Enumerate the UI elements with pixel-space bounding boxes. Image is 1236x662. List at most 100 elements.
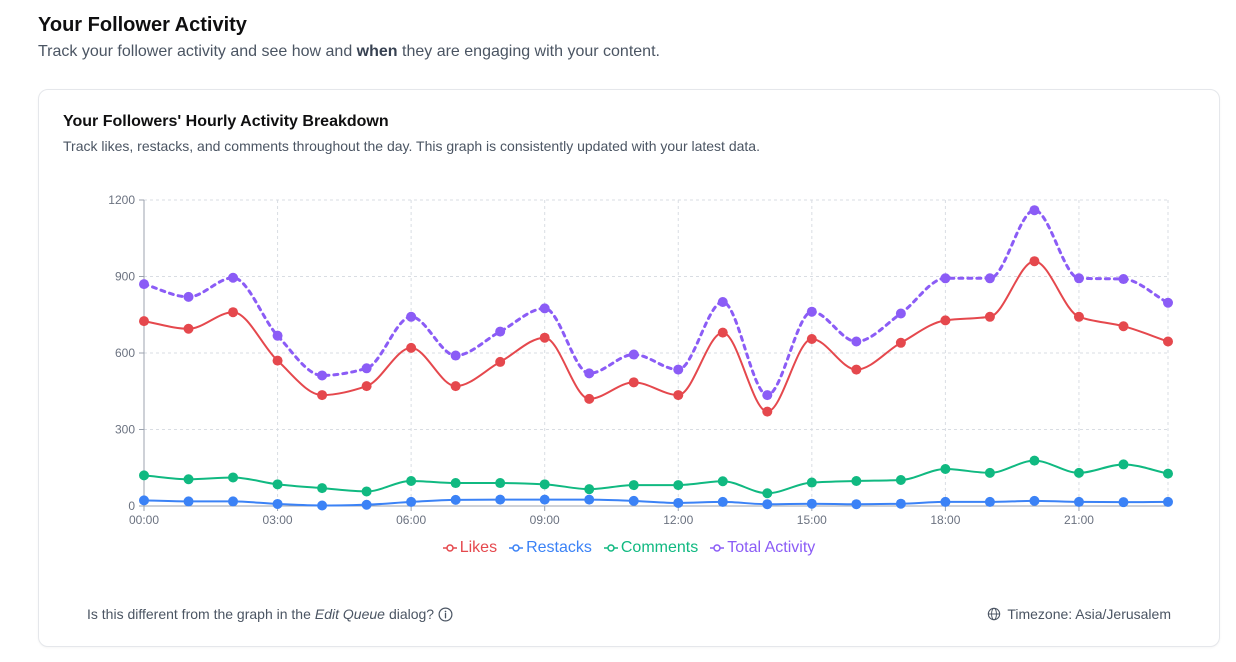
data-point-restacks[interactable]	[228, 496, 239, 507]
data-point-likes[interactable]	[1029, 256, 1040, 267]
data-point-likes[interactable]	[1118, 321, 1129, 332]
data-point-restacks[interactable]	[361, 499, 372, 510]
data-point-total-activity[interactable]	[272, 330, 283, 341]
data-point-restacks[interactable]	[984, 496, 995, 507]
data-point-likes[interactable]	[361, 381, 372, 392]
data-point-restacks[interactable]	[895, 498, 906, 509]
data-point-comments[interactable]	[984, 467, 995, 478]
data-point-likes[interactable]	[806, 333, 817, 344]
data-point-comments[interactable]	[450, 478, 461, 489]
data-point-restacks[interactable]	[183, 496, 194, 507]
data-point-comments[interactable]	[1163, 468, 1173, 479]
data-point-restacks[interactable]	[1029, 495, 1040, 506]
data-point-comments[interactable]	[1118, 459, 1129, 470]
data-point-restacks[interactable]	[717, 496, 728, 507]
legend-item-restacks[interactable]: Restacks	[509, 539, 592, 557]
data-point-total-activity[interactable]	[450, 350, 461, 361]
data-point-restacks[interactable]	[1163, 496, 1173, 507]
data-point-total-activity[interactable]	[406, 311, 417, 322]
data-point-comments[interactable]	[495, 478, 506, 489]
data-point-restacks[interactable]	[584, 494, 595, 505]
data-point-comments[interactable]	[940, 464, 951, 475]
data-point-likes[interactable]	[183, 323, 194, 334]
data-point-comments[interactable]	[584, 484, 595, 495]
data-point-comments[interactable]	[895, 474, 906, 485]
data-point-comments[interactable]	[851, 476, 862, 487]
data-point-restacks[interactable]	[495, 494, 506, 505]
data-point-likes[interactable]	[584, 393, 595, 404]
data-point-restacks[interactable]	[1118, 497, 1129, 508]
data-point-likes[interactable]	[1073, 311, 1084, 322]
data-point-comments[interactable]	[406, 476, 417, 487]
data-point-total-activity[interactable]	[539, 303, 550, 314]
data-point-restacks[interactable]	[139, 495, 149, 506]
data-point-total-activity[interactable]	[584, 368, 595, 379]
data-point-total-activity[interactable]	[628, 349, 639, 360]
data-point-restacks[interactable]	[806, 498, 817, 509]
data-point-comments[interactable]	[228, 472, 239, 483]
data-point-comments[interactable]	[717, 476, 728, 487]
data-point-likes[interactable]	[628, 377, 639, 388]
data-point-likes[interactable]	[673, 390, 684, 401]
data-point-total-activity[interactable]	[183, 291, 194, 302]
data-point-likes[interactable]	[539, 332, 550, 343]
data-point-comments[interactable]	[272, 479, 283, 490]
data-point-restacks[interactable]	[1073, 496, 1084, 507]
data-point-comments[interactable]	[539, 479, 550, 490]
data-point-total-activity[interactable]	[717, 297, 728, 307]
data-point-restacks[interactable]	[317, 500, 328, 511]
data-point-total-activity[interactable]	[228, 272, 239, 283]
data-point-total-activity[interactable]	[940, 273, 951, 284]
data-point-comments[interactable]	[1029, 455, 1040, 466]
data-point-restacks[interactable]	[450, 494, 461, 505]
data-point-total-activity[interactable]	[317, 370, 328, 381]
data-point-total-activity[interactable]	[762, 390, 773, 401]
data-point-comments[interactable]	[806, 477, 817, 488]
data-point-comments[interactable]	[673, 480, 684, 491]
legend-item-total-activity[interactable]: Total Activity	[710, 539, 815, 557]
data-point-comments[interactable]	[183, 474, 194, 485]
data-point-restacks[interactable]	[406, 496, 417, 507]
data-point-likes[interactable]	[1163, 336, 1173, 347]
data-point-likes[interactable]	[228, 307, 239, 318]
data-point-total-activity[interactable]	[139, 279, 149, 290]
legend-item-likes[interactable]: Likes	[442, 539, 497, 557]
data-point-restacks[interactable]	[272, 498, 283, 509]
data-point-restacks[interactable]	[940, 496, 951, 507]
data-point-comments[interactable]	[1073, 467, 1084, 478]
data-point-total-activity[interactable]	[1073, 273, 1084, 284]
data-point-likes[interactable]	[495, 356, 506, 367]
data-point-total-activity[interactable]	[495, 326, 506, 337]
legend-item-comments[interactable]: Comments	[603, 539, 698, 557]
hourly-activity-chart[interactable]: 0 300 600 900 1200 00:00 03:00 06:00 09:00 12:00 1…	[39, 90, 1219, 560]
data-point-total-activity[interactable]	[673, 364, 684, 375]
data-point-comments[interactable]	[762, 488, 773, 499]
data-point-total-activity[interactable]	[984, 273, 995, 284]
data-point-total-activity[interactable]	[361, 363, 372, 374]
data-point-likes[interactable]	[406, 342, 417, 353]
data-point-likes[interactable]	[895, 337, 906, 348]
info-icon[interactable]	[438, 607, 453, 622]
data-point-total-activity[interactable]	[1118, 274, 1129, 285]
data-point-restacks[interactable]	[762, 499, 773, 510]
data-point-restacks[interactable]	[539, 494, 550, 505]
data-point-likes[interactable]	[717, 327, 728, 338]
data-point-likes[interactable]	[450, 381, 461, 392]
data-point-likes[interactable]	[984, 311, 995, 322]
data-point-total-activity[interactable]	[1029, 205, 1040, 216]
data-point-likes[interactable]	[272, 355, 283, 366]
data-point-comments[interactable]	[317, 483, 328, 494]
data-point-likes[interactable]	[317, 390, 328, 401]
data-point-total-activity[interactable]	[851, 336, 862, 347]
data-point-comments[interactable]	[139, 470, 149, 481]
data-point-total-activity[interactable]	[806, 306, 817, 317]
data-point-total-activity[interactable]	[895, 308, 906, 319]
data-point-total-activity[interactable]	[1163, 297, 1173, 308]
data-point-restacks[interactable]	[628, 495, 639, 506]
data-point-comments[interactable]	[361, 486, 372, 497]
data-point-likes[interactable]	[139, 316, 149, 327]
data-point-comments[interactable]	[628, 480, 639, 491]
data-point-likes[interactable]	[762, 406, 773, 417]
data-point-restacks[interactable]	[851, 499, 862, 510]
data-point-restacks[interactable]	[673, 497, 684, 508]
